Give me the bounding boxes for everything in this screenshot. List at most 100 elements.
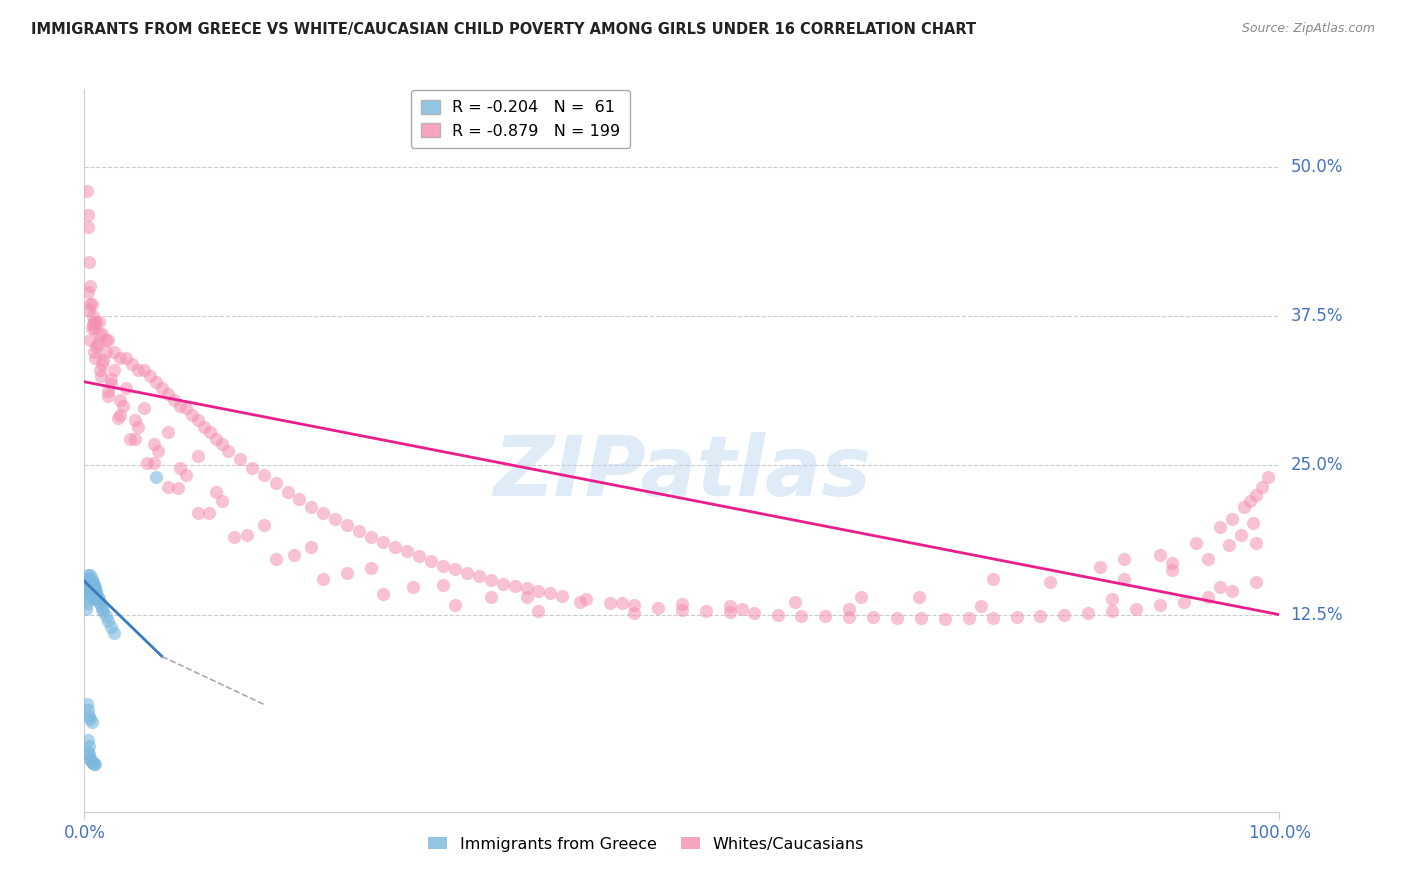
Point	[79, 751, 101, 765]
Point	[77, 583, 100, 598]
Point	[79, 575, 101, 590]
Point	[373, 534, 395, 549]
Point	[1173, 594, 1195, 608]
Point	[103, 345, 125, 359]
Legend: Immigrants from Greece, Whites/Caucasians: Immigrants from Greece, Whites/Caucasian…	[422, 830, 870, 858]
Point	[82, 756, 104, 770]
Point	[83, 592, 105, 607]
Point	[93, 353, 115, 368]
Point	[77, 580, 100, 594]
Point	[100, 377, 122, 392]
Point	[76, 572, 98, 586]
Point	[211, 437, 233, 451]
Point	[217, 444, 239, 458]
Point	[77, 572, 100, 586]
Point	[527, 583, 550, 598]
Point	[569, 594, 592, 608]
Point	[80, 578, 103, 592]
Point	[166, 481, 188, 495]
Point	[527, 604, 550, 618]
Point	[76, 596, 98, 610]
Point	[838, 610, 860, 624]
Point	[77, 747, 100, 762]
Point	[135, 456, 157, 470]
Point	[83, 345, 105, 359]
Point	[1161, 564, 1184, 578]
Point	[86, 315, 108, 329]
Point	[127, 363, 149, 377]
Point	[253, 518, 276, 533]
Point	[718, 599, 741, 614]
Point	[432, 578, 454, 592]
Point	[1090, 560, 1112, 574]
Point	[264, 476, 287, 491]
Point	[76, 590, 98, 604]
Point	[77, 709, 100, 723]
Point	[1244, 536, 1267, 550]
Point	[288, 491, 311, 506]
Point	[79, 297, 101, 311]
Point	[84, 583, 107, 598]
Point	[79, 583, 101, 598]
Text: 50.0%: 50.0%	[1291, 158, 1343, 176]
Point	[115, 351, 138, 365]
Point	[97, 614, 120, 628]
Point	[107, 410, 129, 425]
Point	[1185, 536, 1208, 550]
Point	[91, 326, 114, 341]
Point	[1077, 607, 1099, 621]
Point	[145, 470, 167, 484]
Point	[150, 381, 173, 395]
Point	[93, 604, 115, 618]
Text: 12.5%: 12.5%	[1291, 606, 1343, 624]
Point	[87, 592, 110, 607]
Point	[80, 321, 103, 335]
Point	[718, 605, 741, 619]
Point	[90, 598, 112, 612]
Point	[886, 611, 908, 625]
Point	[79, 753, 101, 767]
Point	[110, 392, 132, 407]
Text: 25.0%: 25.0%	[1291, 457, 1343, 475]
Point	[77, 583, 100, 598]
Point	[77, 578, 100, 592]
Point	[76, 698, 98, 712]
Point	[444, 598, 467, 612]
Point	[623, 607, 645, 621]
Point	[89, 363, 111, 377]
Point	[86, 336, 108, 351]
Point	[86, 587, 108, 601]
Point	[408, 549, 430, 563]
Point	[77, 745, 100, 759]
Point	[647, 600, 669, 615]
Point	[77, 739, 100, 753]
Point	[187, 506, 209, 520]
Point	[80, 755, 103, 769]
Point	[222, 530, 245, 544]
Point	[599, 596, 621, 610]
Point	[76, 184, 98, 198]
Point	[198, 425, 221, 439]
Point	[174, 401, 197, 415]
Point	[103, 625, 125, 640]
Point	[142, 437, 165, 451]
Point	[181, 409, 204, 423]
Point	[695, 604, 717, 618]
Point	[970, 599, 993, 614]
Point	[83, 315, 105, 329]
Point	[132, 401, 156, 415]
Point	[82, 318, 104, 332]
Point	[396, 544, 419, 558]
Point	[336, 566, 359, 580]
Point	[1005, 610, 1028, 624]
Point	[94, 608, 117, 623]
Point	[790, 608, 813, 623]
Point	[575, 592, 598, 607]
Point	[1250, 480, 1272, 494]
Point	[77, 575, 100, 590]
Point	[253, 467, 276, 482]
Point	[957, 611, 980, 625]
Text: Source: ZipAtlas.com: Source: ZipAtlas.com	[1241, 22, 1375, 36]
Point	[157, 480, 180, 494]
Point	[766, 607, 789, 622]
